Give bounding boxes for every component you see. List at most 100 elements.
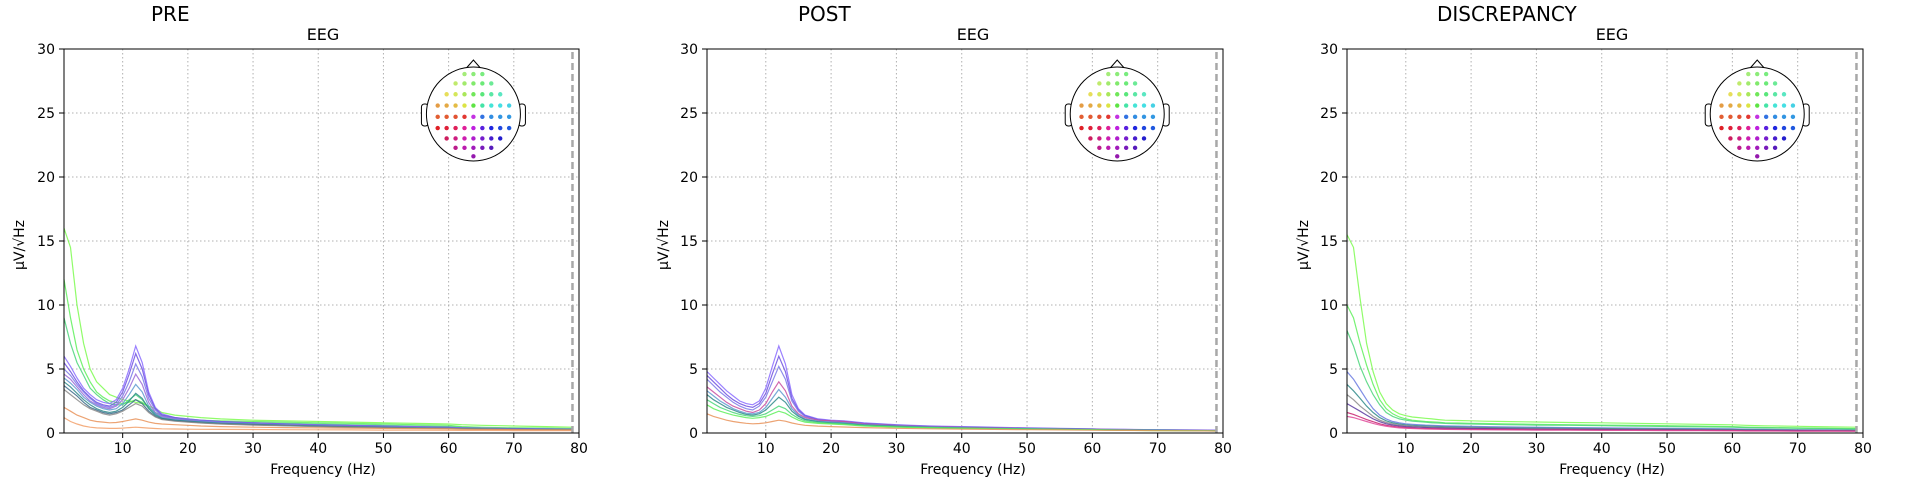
sensor-dot (1141, 92, 1147, 97)
sensor-topomap (1704, 59, 1810, 162)
sensor-dot (498, 92, 503, 97)
sensor-dot (1123, 71, 1129, 77)
post-panel: POST EEG µV/√Hz Frequency (Hz) 10 20 30 40 5… (640, 0, 1280, 480)
y-tick-label: 5 (1329, 362, 1338, 378)
sensor-dot (453, 145, 458, 151)
panel-title: DISCREPANCY (1437, 2, 1577, 26)
x-tick-label: 70 (1149, 441, 1167, 457)
sensor-dot (480, 103, 485, 108)
head-outline (425, 66, 521, 162)
series-line-0 (1346, 234, 1857, 428)
sensor-dot (1079, 103, 1084, 108)
sensor-dot (1088, 136, 1093, 141)
y-tick-label: 0 (46, 426, 55, 442)
x-tick-label: 10 (114, 441, 132, 457)
sensor-dot (1097, 92, 1102, 97)
sensor-dot (480, 81, 485, 86)
sensor-dot (462, 136, 467, 141)
sensor-dot (462, 125, 467, 131)
sensor-dot (1123, 145, 1129, 151)
y-tick-label: 10 (680, 298, 698, 314)
sensor-dot (1150, 114, 1156, 120)
sensor-dot (1115, 145, 1120, 151)
y-tick-label: 30 (680, 42, 698, 58)
sensor-dot (444, 103, 449, 108)
y-tick-label: 30 (37, 42, 55, 58)
x-axis-label: Frequency (Hz) (920, 462, 1026, 478)
sensor-dot (1790, 114, 1796, 120)
sensor-dot (1719, 103, 1724, 108)
sensor-dot (1737, 114, 1742, 120)
y-tick-label: 5 (46, 362, 55, 378)
sensor-dot (435, 103, 440, 108)
sensor-dot (480, 114, 485, 120)
sensor-dot (1150, 103, 1156, 108)
x-tick-label: 30 (244, 441, 262, 457)
sensor-dot (480, 92, 485, 97)
sensor-dot (1737, 92, 1742, 97)
sensor-dot (1097, 145, 1102, 151)
x-tick-label: 50 (1018, 441, 1036, 457)
y-tick-label: 5 (689, 362, 698, 378)
sensor-dot (462, 81, 467, 86)
sensor-dot (1132, 136, 1138, 141)
sensor-dot (489, 81, 494, 86)
sensor-dot (1115, 71, 1120, 77)
sensor-dot (1088, 92, 1093, 97)
sensor-dot (1115, 92, 1120, 97)
x-tick-label: 50 (1658, 441, 1676, 457)
head-outline (1069, 66, 1165, 162)
y-tick-label: 0 (689, 426, 698, 442)
sensor-dot (1737, 136, 1742, 141)
sensor-dot (435, 114, 440, 120)
sensor-dot (1728, 103, 1733, 108)
sensor-dot (1763, 71, 1769, 77)
sensor-dot (1141, 136, 1147, 141)
sensor-dot (462, 114, 467, 120)
sensor-topomap (1064, 59, 1170, 162)
y-tick-label: 15 (680, 234, 698, 250)
x-tick-label: 30 (1528, 441, 1546, 457)
sensor-dot (1755, 103, 1760, 108)
sensor-dot (444, 125, 449, 131)
y-tick-label: 10 (1320, 298, 1338, 314)
series-line-4 (1346, 383, 1857, 431)
sensor-dot (462, 92, 467, 97)
sensor-dot (453, 103, 458, 108)
sensor-dot (489, 125, 494, 131)
sensor-dot (1781, 92, 1787, 97)
pre-panel: PRE EEG µV/√Hz Frequency (Hz) 10 20 30 40 50… (0, 0, 640, 480)
sensor-dot (1746, 92, 1751, 97)
sensor-dot (1088, 125, 1093, 131)
sensor-dot (471, 92, 476, 97)
sensor-dot (1106, 145, 1111, 151)
x-axis-label: Frequency (Hz) (270, 462, 376, 478)
sensor-dot (1728, 114, 1733, 120)
sensor-dot (1097, 136, 1102, 141)
sensor-dot (462, 145, 467, 151)
y-tick-label: 25 (1320, 106, 1338, 122)
y-tick-label: 20 (1320, 170, 1338, 186)
sensor-dot (1781, 136, 1787, 141)
y-tick-label: 30 (1320, 42, 1338, 58)
sensor-dot (1763, 136, 1769, 141)
x-tick-label: 60 (1083, 441, 1101, 457)
sensor-dot (1123, 125, 1129, 131)
sensor-dot (1141, 114, 1147, 120)
discrepancy-panel: DISCREPANCY EEG µV/√Hz Frequency (Hz) 10… (1280, 0, 1920, 480)
series-line-12 (63, 417, 573, 432)
sensor-dot (498, 103, 503, 108)
y-tick-label: 10 (37, 298, 55, 314)
y-tick-label: 25 (37, 106, 55, 122)
sensor-dot (1097, 114, 1102, 120)
sensor-dot (1106, 114, 1111, 120)
sensor-dot (471, 71, 476, 77)
sensor-dot (453, 125, 458, 131)
axes-title: EEG (306, 25, 340, 44)
sensor-dot (444, 114, 449, 120)
sensor-dot (1746, 114, 1751, 120)
x-tick-label: 60 (440, 441, 458, 457)
x-tick-label: 20 (1462, 441, 1480, 457)
sensor-dot (1755, 71, 1760, 77)
sensor-dot (1772, 114, 1778, 120)
